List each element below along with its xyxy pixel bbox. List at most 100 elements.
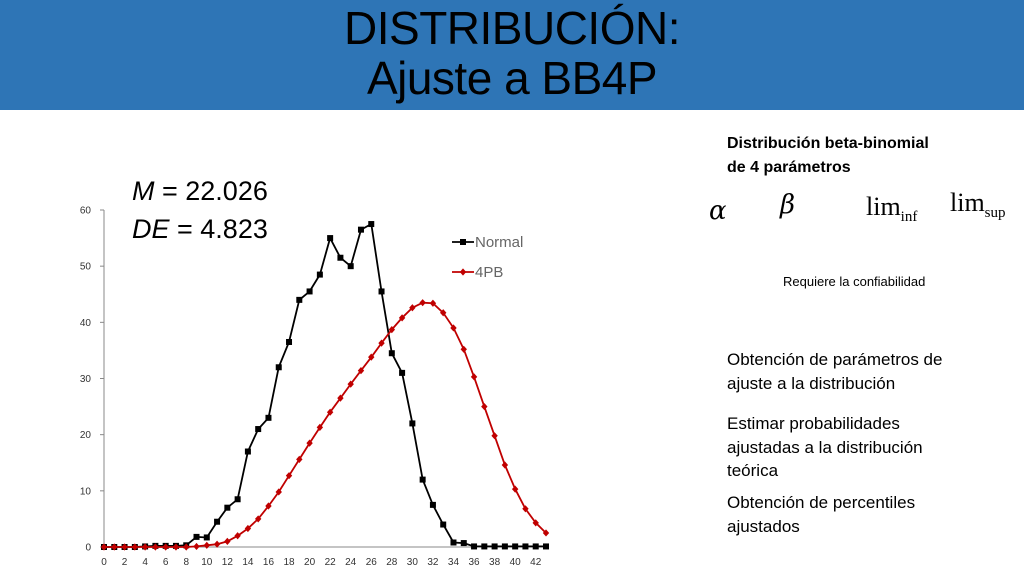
data-point-4pb (470, 373, 478, 381)
sd-value: = 4.823 (169, 214, 268, 244)
lim-inf-text: lim (866, 192, 901, 221)
side-heading-line1: Distribución beta-binomial (727, 135, 929, 152)
data-point-normal (399, 369, 406, 376)
data-point-normal (543, 543, 549, 550)
data-point-normal (306, 288, 313, 295)
data-point-normal (203, 534, 210, 541)
data-point-4pb (429, 299, 437, 307)
data-point-4pb (183, 543, 190, 551)
item2-line2: ajustadas a la distribución (727, 438, 923, 457)
data-point-4pb (460, 345, 467, 353)
data-point-normal (357, 226, 364, 233)
y-tick-label: 10 (80, 486, 92, 497)
data-point-normal (460, 540, 467, 547)
sd-stat: DE = 4.823 (132, 214, 268, 245)
data-point-normal (409, 420, 416, 427)
data-point-normal (512, 543, 519, 550)
y-tick-label: 50 (80, 262, 92, 273)
data-point-4pb (296, 455, 303, 463)
y-tick-label: 60 (80, 206, 92, 217)
data-point-4pb (337, 394, 344, 402)
data-point-normal (327, 235, 334, 242)
data-point-normal (265, 414, 272, 421)
x-tick-label: 10 (201, 557, 213, 568)
alpha-symbol: α (709, 196, 727, 226)
item1-line1: Obtención de parámetros de (727, 350, 943, 369)
lim-sup-text: lim (950, 188, 985, 217)
x-tick-label: 8 (183, 557, 189, 568)
x-tick-label: 28 (386, 557, 398, 568)
item1-line2: ajuste a la distribución (727, 374, 896, 393)
data-point-4pb (357, 367, 365, 375)
item3-line2: ajustados (727, 517, 800, 536)
data-point-4pb (450, 324, 457, 332)
data-point-4pb (203, 541, 210, 549)
data-point-4pb (172, 543, 180, 551)
data-point-4pb (275, 488, 282, 496)
data-point-4pb (388, 326, 396, 334)
data-point-4pb (265, 502, 272, 510)
x-tick-label: 0 (101, 557, 107, 568)
data-point-normal (296, 296, 303, 303)
data-point-normal (388, 350, 395, 357)
data-point-4pb (398, 314, 406, 322)
sd-label: DE (132, 214, 170, 244)
data-point-4pb (316, 423, 324, 431)
data-point-normal (522, 543, 529, 550)
side-heading-line2: de 4 parámetros (727, 159, 851, 176)
data-point-normal (481, 543, 488, 550)
data-point-normal (214, 518, 221, 525)
data-point-4pb (111, 543, 118, 551)
data-point-4pb (285, 472, 293, 480)
data-point-normal (193, 533, 200, 540)
x-tick-label: 36 (468, 557, 480, 568)
data-point-4pb (244, 524, 252, 533)
y-tick-label: 20 (80, 430, 92, 441)
series-line-4pb (104, 301, 547, 548)
lim-sup-subscript: sup (984, 205, 1006, 222)
data-point-normal (419, 476, 426, 483)
data-point-normal (501, 543, 508, 550)
x-tick-label: 40 (510, 557, 522, 568)
y-tick-label: 30 (80, 374, 92, 385)
data-point-4pb (224, 537, 231, 545)
x-tick-label: 38 (489, 557, 501, 568)
legend-label-normal: Normal (475, 234, 523, 251)
data-point-4pb (162, 543, 169, 551)
x-tick-label: 20 (304, 557, 316, 568)
data-point-normal (532, 543, 539, 550)
data-point-4pb (254, 515, 262, 523)
x-tick-label: 32 (427, 557, 439, 568)
lim-inf-symbol: liminf (866, 192, 917, 226)
data-point-normal (255, 426, 262, 433)
data-point-normal (491, 543, 498, 550)
x-tick-label: 6 (163, 557, 169, 568)
data-point-normal (337, 254, 344, 261)
x-tick-label: 24 (345, 557, 357, 568)
data-point-4pb (542, 529, 550, 537)
data-point-normal (286, 338, 293, 345)
lim-inf-subscript: inf (900, 209, 918, 226)
beta-symbol: β (780, 190, 796, 220)
data-point-normal (429, 501, 436, 508)
data-point-4pb (234, 532, 241, 540)
data-point-4pb (213, 540, 221, 548)
data-point-4pb (511, 485, 519, 493)
data-point-4pb (306, 439, 313, 447)
data-point-4pb (368, 353, 375, 361)
slide-subtitle: Ajuste a BB4P (366, 52, 658, 104)
legend-marker-normal (460, 239, 466, 245)
x-tick-label: 30 (407, 557, 419, 568)
data-point-normal (224, 504, 231, 511)
data-point-4pb (152, 543, 159, 551)
data-point-normal (450, 539, 457, 546)
data-point-4pb (326, 408, 334, 416)
y-tick-label: 0 (85, 543, 91, 554)
item2-line3: teórica (727, 461, 779, 480)
item3-line1: Obtención de percentiles (727, 493, 916, 512)
x-tick-label: 22 (325, 557, 337, 568)
legend-label-4pb: 4PB (475, 264, 503, 281)
x-tick-label: 14 (242, 557, 254, 568)
data-point-4pb (131, 543, 139, 551)
